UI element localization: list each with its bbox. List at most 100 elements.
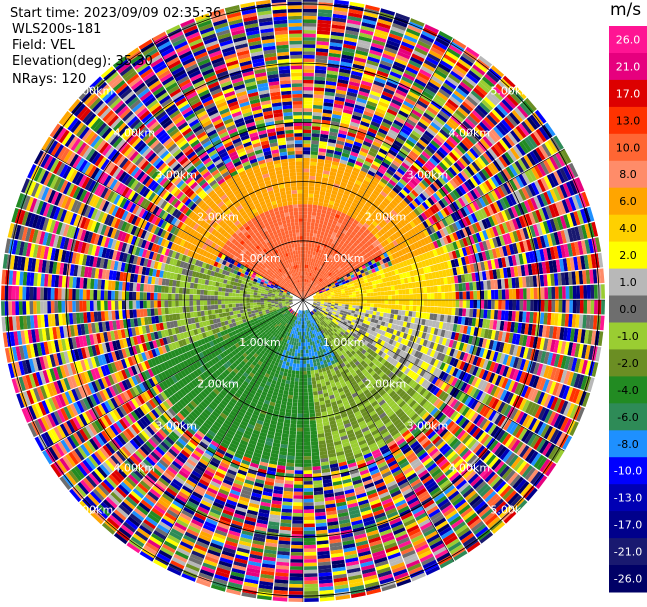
ppi-gate [329,215,335,221]
ppi-gate [483,116,495,128]
ppi-gate [303,498,314,503]
ppi-gate [314,255,318,260]
ppi-gate [484,193,493,205]
ppi-gate [481,195,490,206]
ppi-gate [300,349,303,354]
ppi-gate [308,283,311,287]
ppi-gate [569,285,573,299]
ppi-gate [384,171,393,179]
ppi-gate [419,203,427,212]
ppi-gate [445,225,452,235]
ppi-gate [399,44,414,53]
ppi-gate [322,112,332,118]
ppi-gate [317,287,321,291]
ppi-gate [455,187,464,197]
ppi-gate [459,207,468,218]
ppi-gate [395,238,402,245]
ppi-gate [337,272,342,277]
ppi-gate [303,136,311,141]
ppi-gate [378,222,385,229]
ppi-gate [324,255,328,260]
ppi-gate [316,234,321,239]
ppi-gate [329,287,333,290]
ppi-gate [544,122,556,137]
ppi-gate [315,176,322,181]
ppi-gate [413,241,420,249]
ppi-gate [310,423,317,428]
ppi-gate [411,189,419,198]
ppi-gate [349,216,355,223]
ppi-gate [303,441,311,446]
ppi-gate [304,541,316,546]
ppi-gate [303,15,317,20]
ppi-gate [496,172,506,184]
ppi-gate [348,252,353,257]
ppi-gate [336,260,341,265]
ppi-gate [398,130,409,139]
ppi-gate [310,161,317,166]
ppi-gate [384,185,392,192]
ppi-gate [304,285,306,290]
ppi-gate [306,236,310,240]
ppi-gate [544,300,549,312]
ppi-gate [360,166,369,174]
ppi-gate [334,150,342,156]
ppi-gate [428,216,435,225]
ppi-gate [335,89,347,95]
ppi-gate [553,135,564,150]
ppi-gate [408,311,413,317]
ppi-gate [357,189,365,196]
ppi-gate [333,228,339,234]
ppi-gate [335,233,340,239]
ppi-gate [337,207,344,213]
ppi-gate [350,249,356,255]
ppi-gate [358,90,370,97]
ppi-gate [372,284,377,289]
ppi-gate [434,134,445,144]
ppi-gate [472,174,482,186]
ppi-gate [353,183,361,189]
ppi-gate [355,179,363,186]
ppi-gate [504,151,514,164]
ppi-gate [323,277,327,281]
ppi-gate [309,257,312,262]
ppi-gate [331,223,336,229]
ppi-gate [368,183,377,190]
ppi-gate [455,308,460,316]
ppi-gate [304,289,307,294]
ppi-gate [352,63,365,70]
ppi-gate [307,279,310,284]
ppi-gate [359,300,364,303]
ppi-gate [348,208,355,214]
ppi-gate [314,290,319,293]
ppi-gate [401,289,406,295]
ppi-gate [318,223,323,228]
ppi-gate [321,271,326,276]
ppi-gate [366,246,372,252]
ppi-gate [351,231,357,237]
ppi-gate [383,239,390,246]
ppi-gate [436,113,448,123]
ppi-gate [425,84,438,94]
ppi-gate [349,121,360,128]
ppi-gate [319,220,324,225]
ppi-gate [449,203,457,213]
ppi-gate [310,269,313,273]
ppi-gate [406,28,421,37]
ppi-gate [441,300,446,307]
ppi-gate [317,162,325,167]
ppi-gate [319,191,326,196]
ppi-gate [346,161,355,168]
ppi-gate [361,250,366,256]
ppi-gate [521,121,533,135]
ppi-gate [303,1,318,6]
ppi-gate [344,202,351,208]
ppi-gate [555,300,559,313]
ppi-gate [337,266,342,271]
ppi-gate [300,356,303,361]
ppi-gate [423,228,430,237]
ppi-gate [583,285,588,299]
ppi-gate [562,166,572,181]
ppi-gate [386,39,400,48]
ppi-gate [335,93,346,99]
